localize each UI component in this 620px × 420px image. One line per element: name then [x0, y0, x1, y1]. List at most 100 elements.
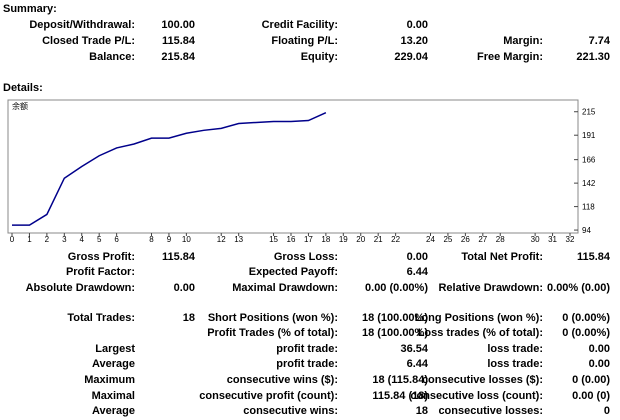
field-value: 18 (100.00%)	[361, 327, 428, 339]
x-tick-label: 18	[321, 235, 330, 244]
field-label: Equity:	[300, 51, 338, 63]
x-tick-label: 9	[167, 235, 172, 244]
field-label: Relative Drawdown:	[438, 282, 543, 294]
field-label: Expected Payoff:	[248, 266, 338, 278]
field-label: Closed Trade P/L:	[42, 35, 135, 47]
field-label: Largest	[95, 343, 135, 355]
field-value: 0.00% (0.00)	[547, 282, 610, 294]
field-label: Average	[91, 358, 135, 370]
x-tick-label: 28	[496, 235, 505, 244]
field-value: 6.44	[406, 266, 428, 278]
field-label: Absolute Drawdown:	[25, 282, 135, 294]
field-value: 7.74	[588, 35, 610, 47]
field-value: 18 (100.00%)	[361, 312, 428, 324]
field-label: Balance:	[89, 51, 135, 63]
field-label: profit trade:	[276, 343, 338, 355]
field-value: 0	[603, 405, 610, 417]
field-label: Deposit/Withdrawal:	[29, 19, 135, 31]
y-tick-label: 118	[582, 203, 595, 212]
field-value: 0.00	[173, 282, 195, 294]
x-tick-label: 26	[461, 235, 470, 244]
field-value: 0.00	[406, 251, 428, 263]
field-value: 115.84 (18)	[372, 390, 428, 402]
field-label: Credit Facility:	[261, 19, 338, 31]
field-label: Free Margin:	[476, 51, 543, 63]
field-label: Maximal Drawdown:	[232, 282, 338, 294]
y-tick-label: 142	[582, 179, 596, 188]
x-tick-label: 10	[182, 235, 191, 244]
field-label: consecutive wins ($):	[226, 374, 338, 386]
field-value: 229.04	[394, 51, 428, 63]
x-tick-label: 5	[97, 235, 102, 244]
y-tick-label: 94	[582, 226, 591, 235]
field-label: consecutive profit (count):	[199, 390, 338, 402]
x-tick-label: 32	[566, 235, 575, 244]
field-label: loss trade:	[487, 343, 543, 355]
field-value: 13.20	[400, 35, 428, 47]
field-label: loss trade:	[487, 358, 543, 370]
field-value: 115.84	[576, 251, 610, 263]
field-label: Total Trades:	[67, 312, 135, 324]
x-tick-label: 24	[426, 235, 435, 244]
field-label: consecutive wins:	[243, 405, 338, 417]
x-tick-label: 15	[269, 235, 278, 244]
field-label: consecutive losses ($):	[421, 374, 543, 386]
field-value: 0 (0.00)	[572, 374, 610, 386]
x-tick-label: 0	[10, 235, 15, 244]
x-tick-label: 22	[391, 235, 400, 244]
field-value: 18 (115.84)	[372, 374, 428, 386]
field-label: Gross Profit:	[67, 251, 135, 263]
field-label: Short Positions (won %):	[207, 312, 338, 324]
field-value: 18	[415, 405, 428, 417]
field-label: Profit Trades (% of total):	[207, 327, 338, 339]
field-value: 115.84	[161, 35, 195, 47]
field-label: consecutive loss (count):	[410, 390, 543, 402]
field-value: 215.84	[161, 51, 195, 63]
y-tick-label: 215	[582, 108, 596, 117]
field-value: 0.00	[588, 358, 610, 370]
x-tick-label: 4	[80, 235, 85, 244]
legend-label: 余额	[12, 101, 28, 111]
field-label: Gross Loss:	[273, 251, 338, 263]
field-value: 221.30	[576, 51, 610, 63]
field-value: 6.44	[406, 358, 428, 370]
field-value: 18	[182, 312, 195, 324]
x-tick-label: 21	[374, 235, 383, 244]
field-label: Floating P/L:	[271, 35, 338, 47]
x-tick-label: 27	[478, 235, 487, 244]
field-value: 0 (0.00%)	[562, 327, 610, 339]
field-value: 115.84	[161, 251, 195, 263]
field-value: 36.54	[400, 343, 428, 355]
x-tick-label: 17	[304, 235, 313, 244]
x-tick-label: 8	[149, 235, 154, 244]
x-tick-label: 6	[114, 235, 119, 244]
x-tick-label: 2	[45, 235, 50, 244]
field-label: consecutive losses:	[438, 405, 543, 417]
field-label: profit trade:	[276, 358, 338, 370]
field-value: 0.00 (0.00%)	[365, 282, 428, 294]
field-value: 100.00	[161, 19, 195, 31]
field-value: 0.00	[406, 19, 428, 31]
x-tick-label: 12	[217, 235, 226, 244]
x-tick-label: 1	[27, 235, 32, 244]
field-label: Average	[91, 405, 135, 417]
plot-frame	[7, 99, 579, 234]
summary-title: Summary:	[3, 3, 57, 15]
details-title: Details:	[3, 82, 43, 94]
field-label: Maximal	[91, 390, 135, 402]
field-value: 0.00 (0)	[572, 390, 610, 402]
x-tick-label: 3	[62, 235, 67, 244]
y-tick-label: 191	[582, 131, 596, 140]
x-tick-label: 19	[339, 235, 348, 244]
field-label: Total Net Profit:	[461, 251, 543, 263]
field-label: Margin:	[503, 35, 543, 47]
x-tick-label: 25	[443, 235, 452, 244]
x-tick-label: 31	[548, 235, 557, 244]
field-label: Maximum	[84, 374, 135, 386]
x-tick-label: 20	[356, 235, 365, 244]
field-label: Loss trades (% of total):	[417, 327, 543, 339]
balance-line	[12, 112, 327, 226]
y-tick-label: 166	[582, 156, 596, 165]
